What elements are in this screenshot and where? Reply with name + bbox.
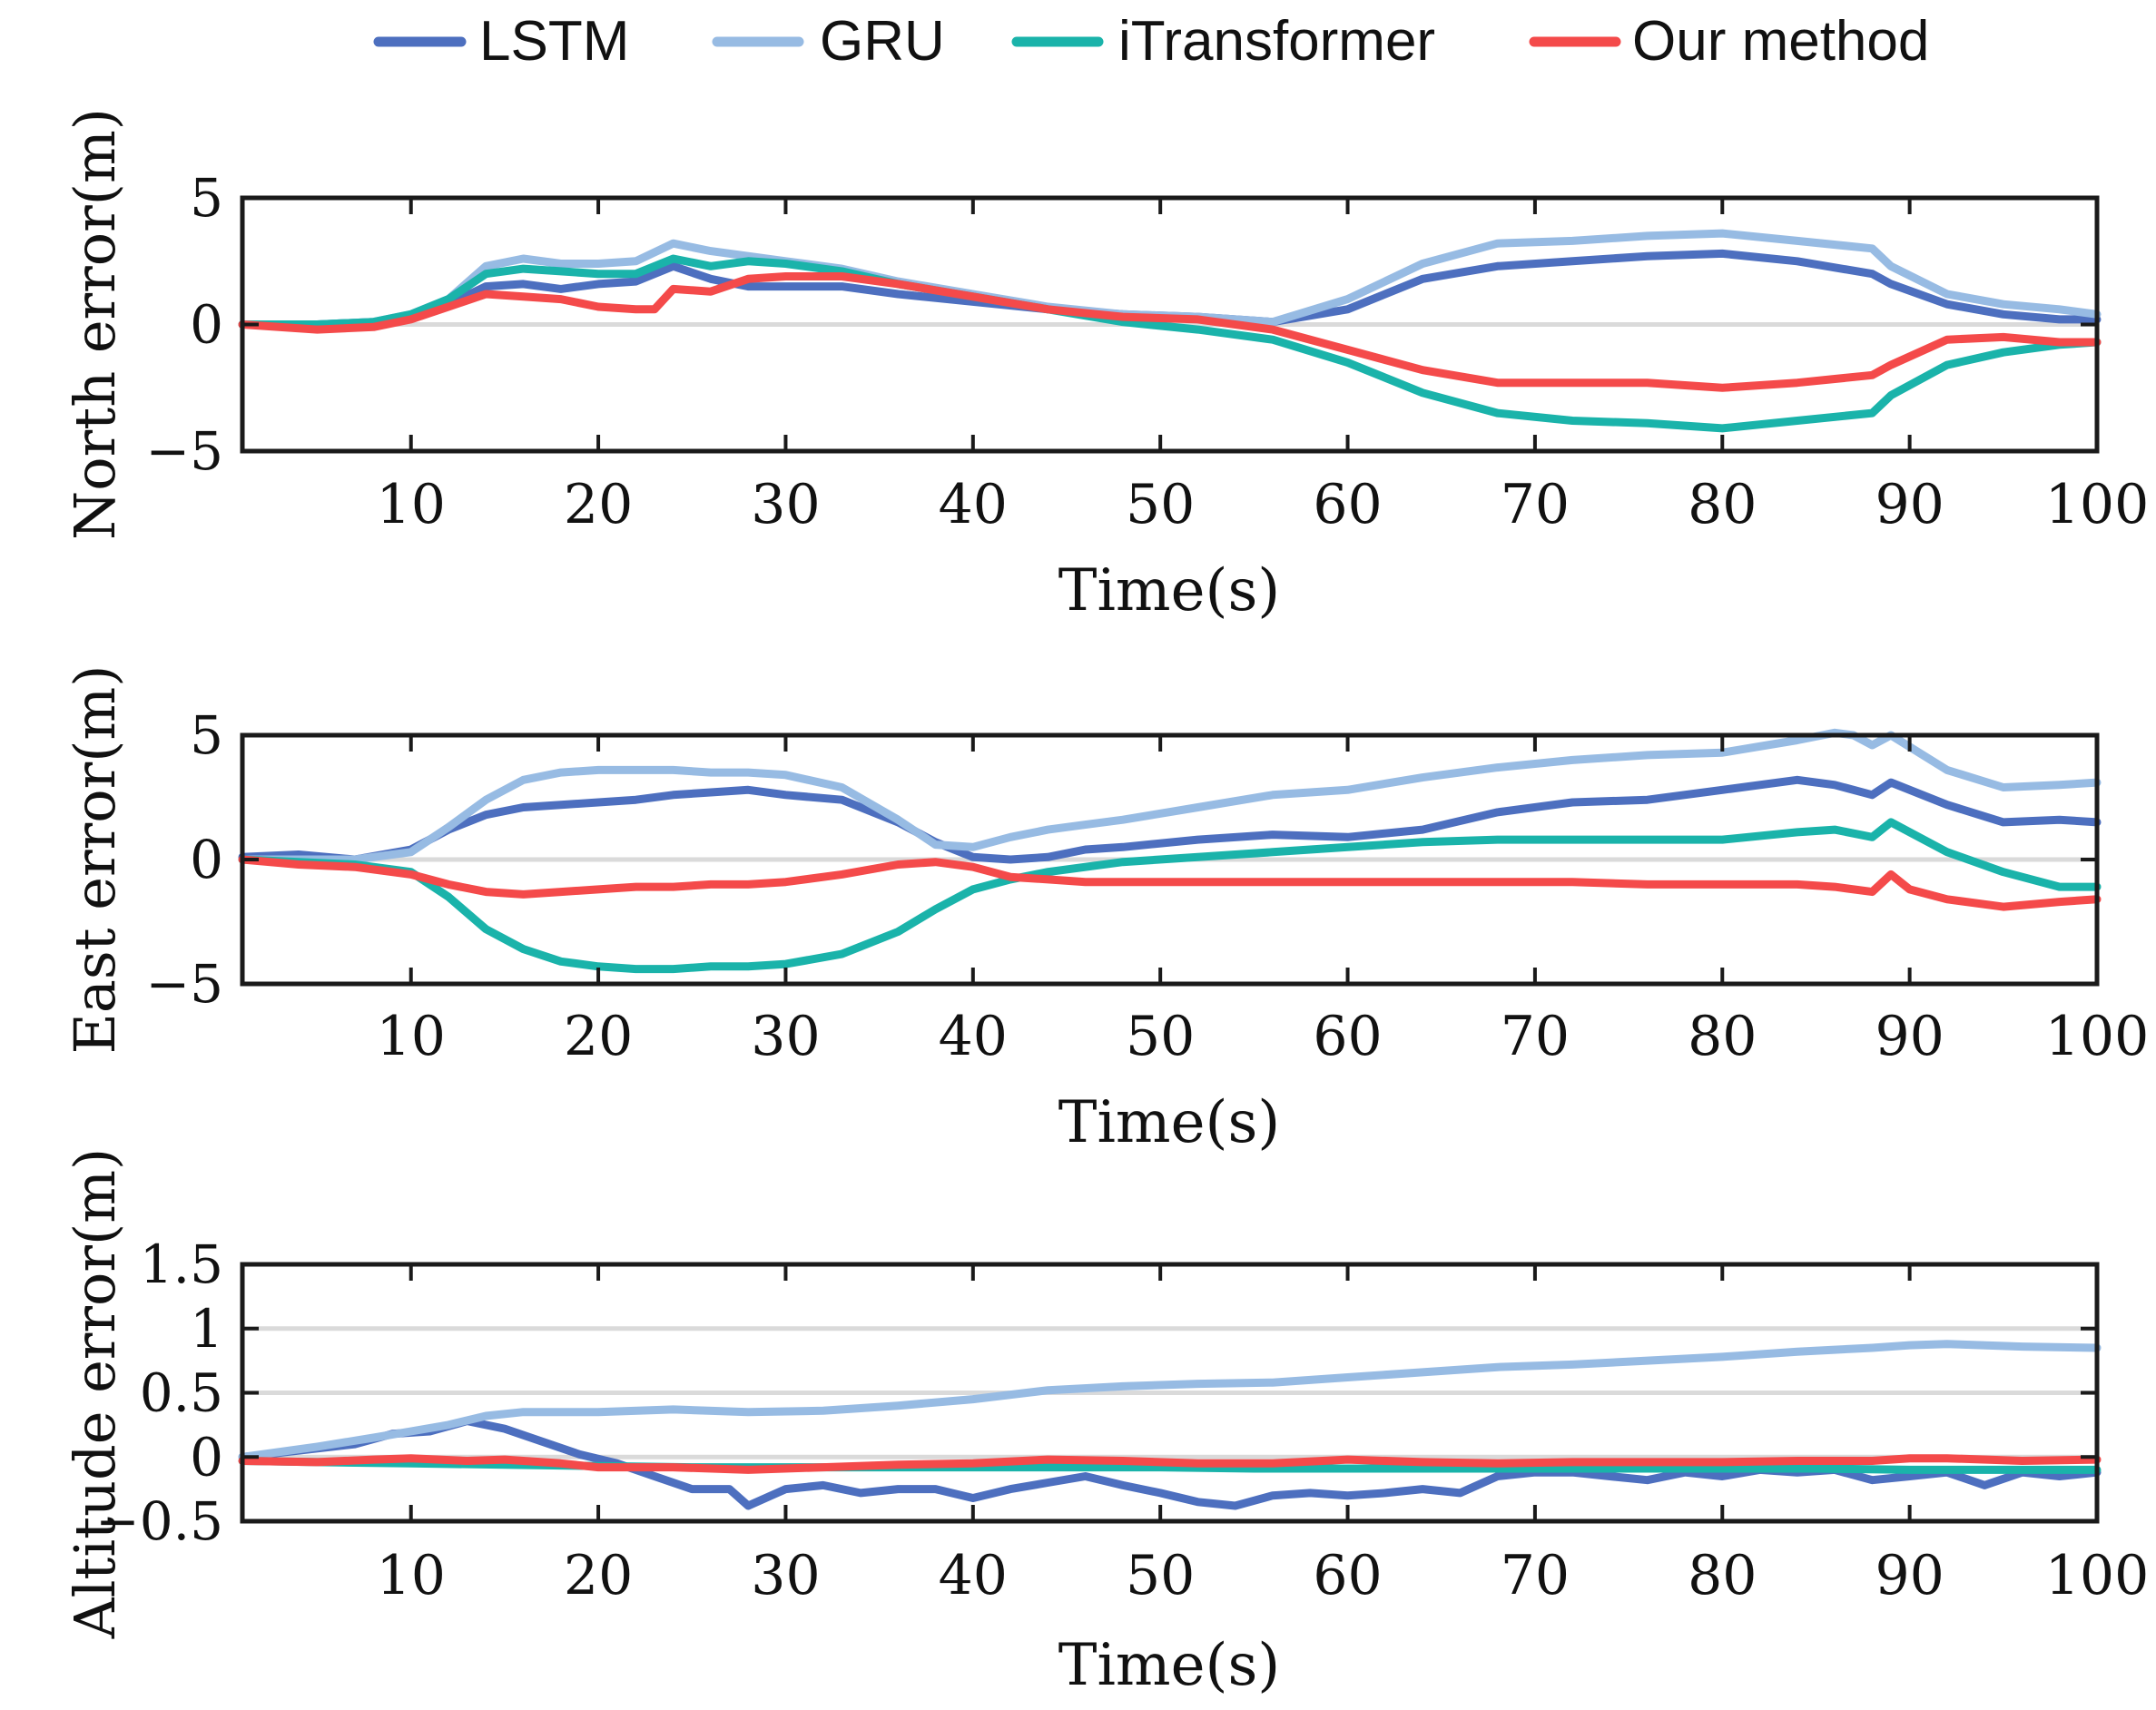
x-tick-label: 20 — [564, 473, 633, 536]
legend-item-gru: GRU — [712, 10, 945, 73]
x-tick-label: 50 — [1126, 1005, 1195, 1068]
y-tick-label: 0 — [190, 294, 223, 356]
x-tick-label: 80 — [1688, 1544, 1757, 1607]
x-tick-label: 70 — [1501, 473, 1570, 536]
y-axis-label: East error(m) — [62, 665, 128, 1055]
x-tick-label: 60 — [1313, 473, 1382, 536]
x-axis-label: Time(s) — [1058, 557, 1281, 624]
x-tick-label: 30 — [751, 473, 820, 536]
x-tick-label: 100 — [2045, 473, 2150, 536]
y-tick-label: 5 — [190, 704, 223, 766]
x-tick-label: 70 — [1501, 1544, 1570, 1607]
x-tick-label: 20 — [564, 1544, 633, 1607]
y-tick-label: 0 — [190, 1426, 223, 1488]
y-tick-label: 1.5 — [140, 1233, 223, 1295]
x-tick-label: 80 — [1688, 473, 1757, 536]
x-tick-label: 30 — [751, 1544, 820, 1607]
legend-item-our-method: Our method — [1529, 10, 1929, 73]
x-tick-label: 90 — [1875, 1544, 1944, 1607]
legend-label-gru: GRU — [820, 10, 945, 73]
x-tick-label: 100 — [2045, 1544, 2150, 1607]
panel-north: 10 20 30 40 50 60 70 80 90 100 −5 0 5 Time(s) North er… — [62, 108, 2149, 624]
series-line-gru — [238, 1340, 2102, 1461]
x-tick-label: 40 — [939, 1005, 1008, 1068]
x-axis-label: Time(s) — [1058, 1632, 1281, 1699]
x-tick-label: 10 — [377, 473, 446, 536]
legend-item-lstm: LSTM — [373, 10, 629, 73]
series-line-our-method — [238, 855, 2102, 911]
y-tick-label: 5 — [190, 167, 223, 229]
x-tick-label: 70 — [1501, 1005, 1570, 1068]
x-tick-label: 60 — [1313, 1005, 1382, 1068]
x-tick-label: 30 — [751, 1005, 820, 1068]
y-tick-label: −5 — [146, 953, 224, 1015]
series-line-our-method — [238, 1454, 2102, 1474]
series-line-our-method — [238, 272, 2102, 392]
x-tick-label: 50 — [1126, 1544, 1195, 1607]
legend-item-itransformer: iTransformer — [1011, 10, 1435, 73]
panel-altitude: 10 20 30 40 50 60 70 80 90 100 −0.500.511.5 Time(s)… — [62, 1148, 2149, 1699]
x-tick-label: 10 — [377, 1544, 446, 1607]
panel-east: 10 20 30 40 50 60 70 80 90 100 −5 0 5 Time(s) East err… — [62, 665, 2149, 1156]
x-tick-label: 10 — [377, 1005, 446, 1068]
x-tick-label: 60 — [1313, 1544, 1382, 1607]
y-tick-label: −5 — [146, 420, 224, 482]
x-tick-label: 80 — [1688, 1005, 1757, 1068]
x-tick-label: 40 — [939, 473, 1008, 536]
y-axis-label: Altitude error(m) — [62, 1148, 128, 1639]
legend-label-itransformer: iTransformer — [1118, 10, 1435, 73]
y-axis-label: North error(m) — [62, 108, 128, 540]
y-tick-label: 0 — [190, 829, 223, 890]
x-axis-label: Time(s) — [1058, 1089, 1281, 1156]
series-line-lstm — [238, 775, 2102, 864]
legend-label-lstm: LSTM — [479, 10, 629, 73]
y-tick-label: 0.5 — [140, 1362, 223, 1424]
x-tick-label: 90 — [1875, 1005, 1944, 1068]
legend: LSTM GRU iTransformer Our method — [373, 10, 1929, 73]
x-tick-label: 100 — [2045, 1005, 2150, 1068]
x-tick-label: 40 — [939, 1544, 1008, 1607]
x-tick-label: 50 — [1126, 473, 1195, 536]
x-tick-label: 20 — [564, 1005, 633, 1068]
y-tick-label: 1 — [190, 1298, 223, 1360]
y-tick-label: −0.5 — [95, 1490, 223, 1552]
x-tick-label: 90 — [1875, 473, 1944, 536]
legend-label-our-method: Our method — [1632, 10, 1929, 73]
